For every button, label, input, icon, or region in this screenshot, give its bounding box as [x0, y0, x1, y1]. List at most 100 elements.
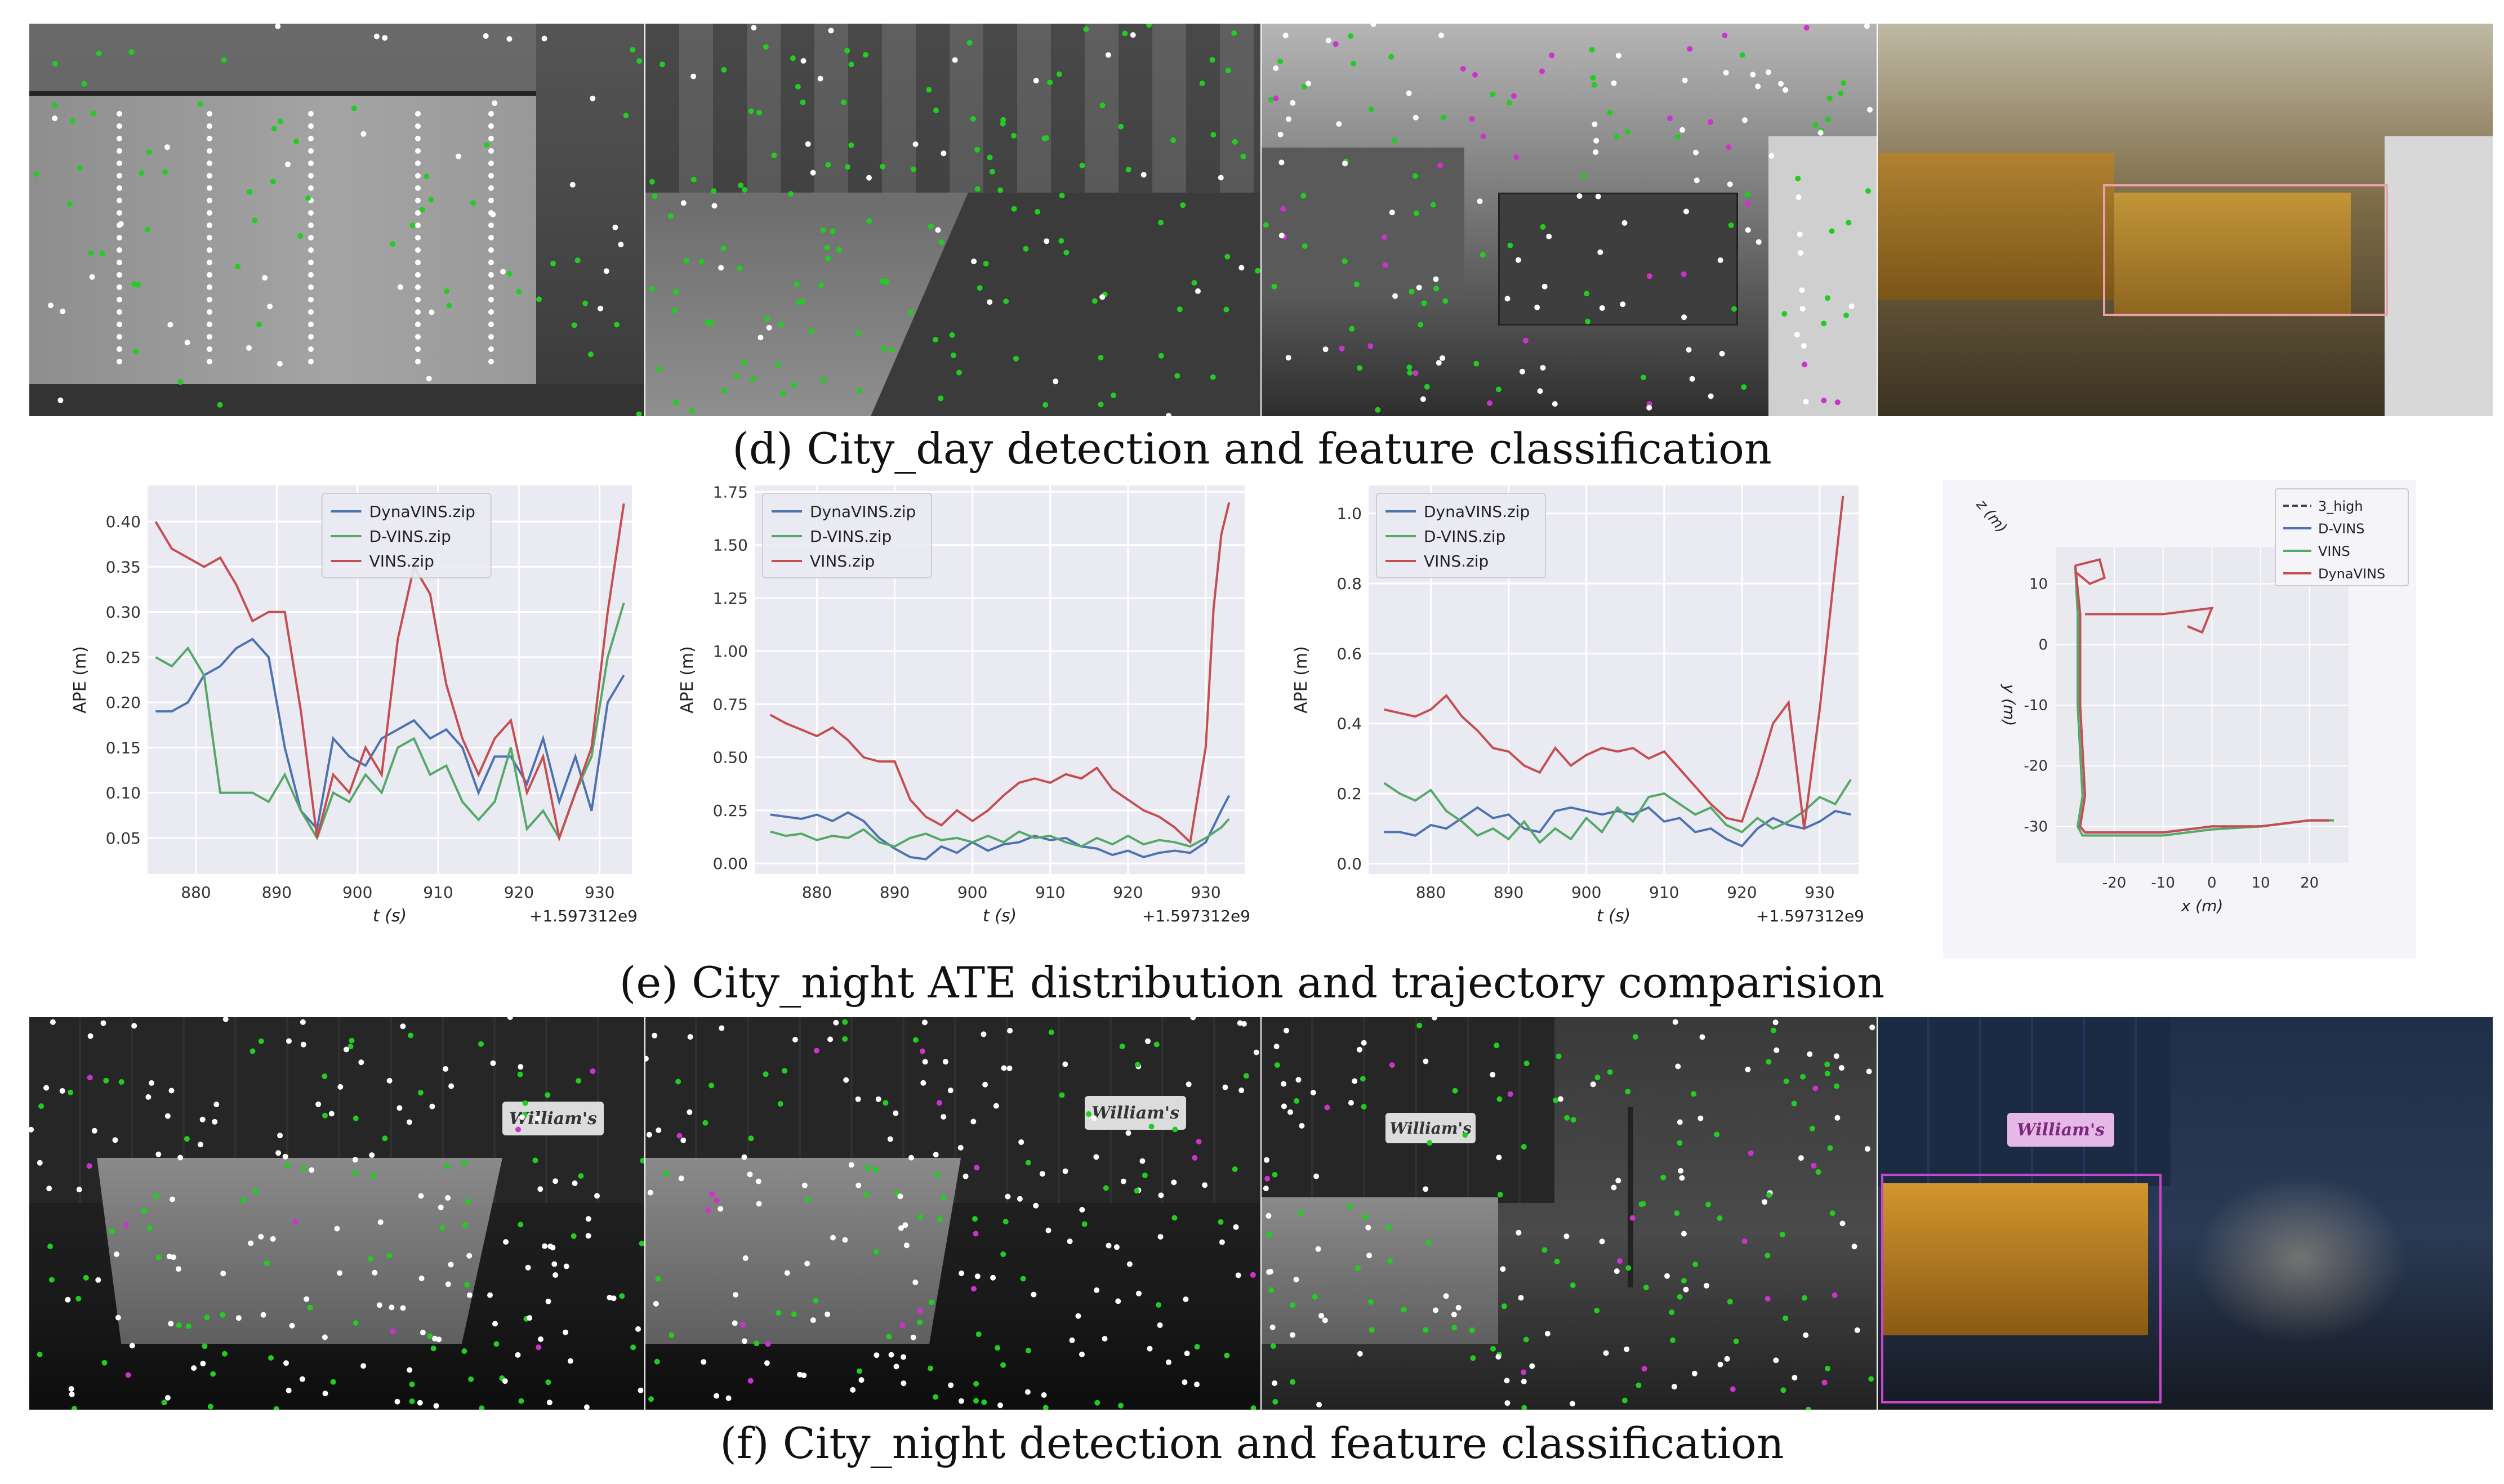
- feature-point: [690, 73, 697, 79]
- feature-point: [117, 247, 122, 253]
- feature-point: [153, 1193, 159, 1200]
- feature-point: [275, 24, 281, 29]
- feature-point: [1825, 1365, 1831, 1371]
- feature-point: [653, 1300, 659, 1307]
- feature-point: [1727, 181, 1733, 188]
- feature-point: [1541, 1247, 1548, 1253]
- feature-point: [1866, 1068, 1872, 1075]
- feature-point: [1389, 1062, 1395, 1068]
- feature-point: [1670, 1337, 1676, 1343]
- feature-point: [308, 185, 314, 191]
- feature-point: [1723, 70, 1729, 76]
- feature-point: [571, 322, 577, 328]
- truck-yellow-2: [2114, 193, 2351, 317]
- x-offset-label: +1.597312e9: [1142, 907, 1250, 925]
- x-tick-label: 920: [1113, 883, 1143, 902]
- feature-point: [117, 284, 122, 290]
- feature-point: [1546, 233, 1552, 239]
- feature-point: [1136, 1290, 1142, 1296]
- feature-point: [286, 1387, 292, 1393]
- feature-point: [1427, 1140, 1433, 1146]
- feature-point: [308, 309, 314, 315]
- feature-point: [77, 164, 83, 171]
- feature-point: [1433, 276, 1439, 282]
- y-tick-label: 0.75: [713, 695, 748, 714]
- feature-point: [1593, 149, 1599, 155]
- feature-point: [1462, 1132, 1468, 1138]
- feature-point: [1469, 1327, 1475, 1333]
- feature-point: [1360, 1076, 1366, 1082]
- feature-point: [1195, 288, 1201, 294]
- feature-point: [1039, 1171, 1045, 1177]
- feature-point: [926, 87, 932, 93]
- feature-point: [277, 118, 283, 124]
- feature-point: [1058, 238, 1064, 244]
- feature-point: [1730, 1386, 1736, 1392]
- feature-point: [506, 36, 513, 42]
- feature-point: [1864, 1146, 1870, 1152]
- dump-truck-night: [1262, 1197, 1498, 1344]
- feature-point: [680, 1137, 687, 1143]
- feature-point: [408, 1032, 414, 1039]
- feature-point: [207, 136, 212, 141]
- feature-point: [260, 1312, 266, 1318]
- truck-bed-orange: [1883, 1183, 2148, 1335]
- feature-point: [804, 1260, 810, 1267]
- feature-point: [1048, 1030, 1054, 1035]
- feature-point: [850, 1387, 856, 1393]
- feature-point: [1091, 298, 1098, 304]
- feature-point: [987, 154, 993, 161]
- feature-point: [1675, 1063, 1681, 1069]
- feature-point: [1794, 332, 1800, 338]
- feature-point: [618, 242, 624, 248]
- feature-point: [518, 1222, 524, 1228]
- feature-point: [553, 1272, 559, 1278]
- feature-point: [898, 1225, 904, 1231]
- feature-point: [1125, 1130, 1131, 1136]
- feature-point: [415, 161, 421, 166]
- feature-point: [732, 1320, 738, 1326]
- feature-point: [1511, 93, 1517, 99]
- feature-point: [37, 1352, 43, 1357]
- feature-point: [1387, 1258, 1393, 1264]
- feature-point: [1765, 69, 1771, 75]
- feature-point: [956, 369, 962, 376]
- feature-point: [1105, 52, 1111, 58]
- feature-point: [101, 1360, 108, 1366]
- feature-point: [1664, 1273, 1670, 1279]
- feature-point: [1180, 202, 1186, 208]
- feature-point: [825, 162, 831, 168]
- feature-point: [1594, 1075, 1601, 1081]
- y-tick-label: -20: [2024, 758, 2048, 775]
- feature-point: [1370, 24, 1376, 27]
- feature-point: [1692, 1262, 1699, 1267]
- legend-box: [1376, 493, 1546, 578]
- y-tick-label: 0.8: [1336, 574, 1362, 593]
- feature-point: [488, 222, 494, 228]
- feature-point: [764, 1360, 770, 1366]
- feature-point: [1142, 1173, 1148, 1178]
- feature-point: [973, 1231, 979, 1237]
- feature-point: [1672, 1019, 1678, 1025]
- feature-point: [1273, 65, 1279, 72]
- feature-point: [1290, 1332, 1295, 1338]
- feature-point: [270, 179, 276, 185]
- feature-point: [1745, 227, 1751, 233]
- feature-point: [308, 247, 314, 253]
- feature-point: [1219, 1239, 1225, 1245]
- feature-point: [813, 1298, 819, 1304]
- feature-point: [1504, 1378, 1510, 1384]
- feature-point: [1324, 1104, 1330, 1111]
- feature-point: [289, 1322, 295, 1329]
- feature-point: [37, 1160, 43, 1166]
- feature-point: [833, 1019, 839, 1026]
- feature-point: [117, 148, 122, 154]
- feature-point: [118, 221, 124, 227]
- feature-point: [751, 25, 757, 31]
- feature-point: [1440, 355, 1446, 361]
- feature-point: [817, 75, 823, 82]
- feature-point: [1382, 262, 1388, 268]
- feature-point: [1000, 117, 1006, 123]
- feature-point: [1750, 72, 1756, 78]
- y-axis-label: APE (m): [678, 646, 697, 714]
